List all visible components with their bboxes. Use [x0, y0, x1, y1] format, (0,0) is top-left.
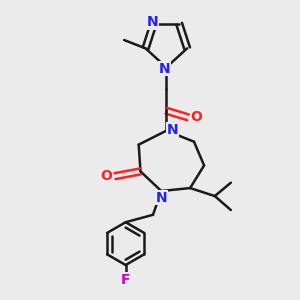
- Text: O: O: [101, 169, 112, 183]
- Text: N: N: [159, 61, 171, 76]
- Text: F: F: [121, 273, 130, 287]
- Text: N: N: [155, 190, 167, 205]
- Text: N: N: [146, 16, 158, 29]
- Text: N: N: [167, 123, 179, 137]
- Text: O: O: [190, 110, 202, 124]
